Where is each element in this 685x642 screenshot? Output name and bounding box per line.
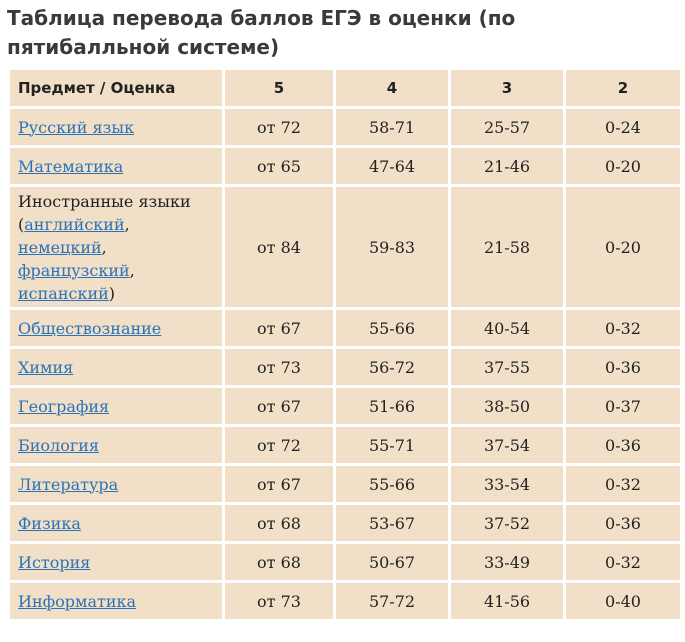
subject-cell: Обществознание xyxy=(10,310,222,346)
subject-cell: Математика xyxy=(10,148,222,184)
header-grade-4: 4 xyxy=(336,70,448,106)
subject-link-biology[interactable]: Биология xyxy=(18,435,99,455)
grade-3-cell: 37-55 xyxy=(451,349,563,385)
subject-link-social-studies[interactable]: Обществознание xyxy=(18,318,162,338)
grade-3-cell: 38-50 xyxy=(451,388,563,424)
subject-link-informatics[interactable]: Информатика xyxy=(18,591,137,611)
subject-link-literature[interactable]: Литература xyxy=(18,474,119,494)
header-grade-3: 3 xyxy=(451,70,563,106)
table-row: Математика от 65 47-64 21-46 0-20 xyxy=(10,148,680,184)
grade-4-cell: 53-67 xyxy=(336,505,448,541)
grade-3-cell: 21-46 xyxy=(451,148,563,184)
close-paren: ) xyxy=(108,283,116,303)
subject-cell: История xyxy=(10,544,222,580)
grade-4-cell: 56-72 xyxy=(336,349,448,385)
subject-link-spanish[interactable]: испанский xyxy=(18,283,109,303)
grade-3-cell: 40-54 xyxy=(451,310,563,346)
table-row: География от 67 51-66 38-50 0-37 xyxy=(10,388,680,424)
grade-4-cell: 47-64 xyxy=(336,148,448,184)
subject-cell: Иностранные языки (английский, немецкий, фр… xyxy=(10,187,222,307)
grade-5-cell: от 67 xyxy=(225,310,333,346)
grade-2-cell: 0-32 xyxy=(566,310,680,346)
table-row: Биология от 72 55-71 37-54 0-36 xyxy=(10,427,680,463)
grade-5-cell: от 67 xyxy=(225,466,333,502)
grade-4-cell: 50-67 xyxy=(336,544,448,580)
comma: , xyxy=(129,260,135,280)
grade-4-cell: 55-66 xyxy=(336,310,448,346)
grades-table: Предмет / Оценка 5 4 3 2 Русский язык от… xyxy=(7,67,683,622)
subject-cell: География xyxy=(10,388,222,424)
grade-5-cell: от 72 xyxy=(225,109,333,145)
grade-3-cell: 41-56 xyxy=(451,583,563,619)
table-row: Физика от 68 53-67 37-52 0-36 xyxy=(10,505,680,541)
subject-link-history[interactable]: История xyxy=(18,552,91,572)
grade-3-cell: 25-57 xyxy=(451,109,563,145)
subject-cell: Информатика xyxy=(10,583,222,619)
grade-3-cell: 33-49 xyxy=(451,544,563,580)
grade-3-cell: 33-54 xyxy=(451,466,563,502)
grade-2-cell: 0-32 xyxy=(566,544,680,580)
subject-link-chemistry[interactable]: Химия xyxy=(18,357,74,377)
grade-5-cell: от 73 xyxy=(225,583,333,619)
table-row: Информатика от 73 57-72 41-56 0-40 xyxy=(10,583,680,619)
table-row: Русский язык от 72 58-71 25-57 0-24 xyxy=(10,109,680,145)
grade-4-cell: 55-66 xyxy=(336,466,448,502)
grade-4-cell: 58-71 xyxy=(336,109,448,145)
subject-cell: Биология xyxy=(10,427,222,463)
subject-cell: Химия xyxy=(10,349,222,385)
grade-4-cell: 51-66 xyxy=(336,388,448,424)
grade-2-cell: 0-37 xyxy=(566,388,680,424)
grade-5-cell: от 68 xyxy=(225,505,333,541)
grade-5-cell: от 65 xyxy=(225,148,333,184)
grade-4-cell: 59-83 xyxy=(336,187,448,307)
open-paren: ( xyxy=(18,214,25,234)
header-subject: Предмет / Оценка xyxy=(10,70,222,106)
subject-link-math[interactable]: Математика xyxy=(18,156,124,176)
subject-cell: Литература xyxy=(10,466,222,502)
comma: , xyxy=(124,214,130,234)
subject-link-geography[interactable]: География xyxy=(18,396,110,416)
grade-2-cell: 0-20 xyxy=(566,148,680,184)
grade-3-cell: 37-52 xyxy=(451,505,563,541)
table-row: Литература от 67 55-66 33-54 0-32 xyxy=(10,466,680,502)
subject-link-english[interactable]: английский xyxy=(24,214,125,234)
table-row: Иностранные языки (английский, немецкий, фр… xyxy=(10,187,680,307)
grade-2-cell: 0-36 xyxy=(566,505,680,541)
grade-2-cell: 0-36 xyxy=(566,349,680,385)
grade-5-cell: от 68 xyxy=(225,544,333,580)
table-row: История от 68 50-67 33-49 0-32 xyxy=(10,544,680,580)
header-grade-5: 5 xyxy=(225,70,333,106)
subject-link-german[interactable]: немецкий xyxy=(18,237,102,257)
grade-5-cell: от 84 xyxy=(225,187,333,307)
foreign-languages-block: Иностранные языки (английский, немецкий, фр… xyxy=(18,190,216,305)
grade-2-cell: 0-40 xyxy=(566,583,680,619)
subject-link-russian[interactable]: Русский язык xyxy=(18,117,135,137)
grade-2-cell: 0-32 xyxy=(566,466,680,502)
header-grade-2: 2 xyxy=(566,70,680,106)
grade-3-cell: 37-54 xyxy=(451,427,563,463)
grade-4-cell: 57-72 xyxy=(336,583,448,619)
foreign-languages-label: Иностранные языки xyxy=(18,191,191,211)
grade-3-cell: 21-58 xyxy=(451,187,563,307)
comma: , xyxy=(101,237,107,257)
subject-cell: Физика xyxy=(10,505,222,541)
subject-link-physics[interactable]: Физика xyxy=(18,513,81,533)
page-title: Таблица перевода баллов ЕГЭ в оценки (по… xyxy=(7,6,516,59)
subject-link-french[interactable]: французский xyxy=(18,260,130,280)
grade-5-cell: от 73 xyxy=(225,349,333,385)
table-row: Обществознание от 67 55-66 40-54 0-32 xyxy=(10,310,680,346)
grade-2-cell: 0-36 xyxy=(566,427,680,463)
table-row: Химия от 73 56-72 37-55 0-36 xyxy=(10,349,680,385)
grade-2-cell: 0-20 xyxy=(566,187,680,307)
grade-4-cell: 55-71 xyxy=(336,427,448,463)
grade-2-cell: 0-24 xyxy=(566,109,680,145)
header-row: Предмет / Оценка 5 4 3 2 xyxy=(10,70,680,106)
subject-cell: Русский язык xyxy=(10,109,222,145)
grade-5-cell: от 72 xyxy=(225,427,333,463)
grade-5-cell: от 67 xyxy=(225,388,333,424)
